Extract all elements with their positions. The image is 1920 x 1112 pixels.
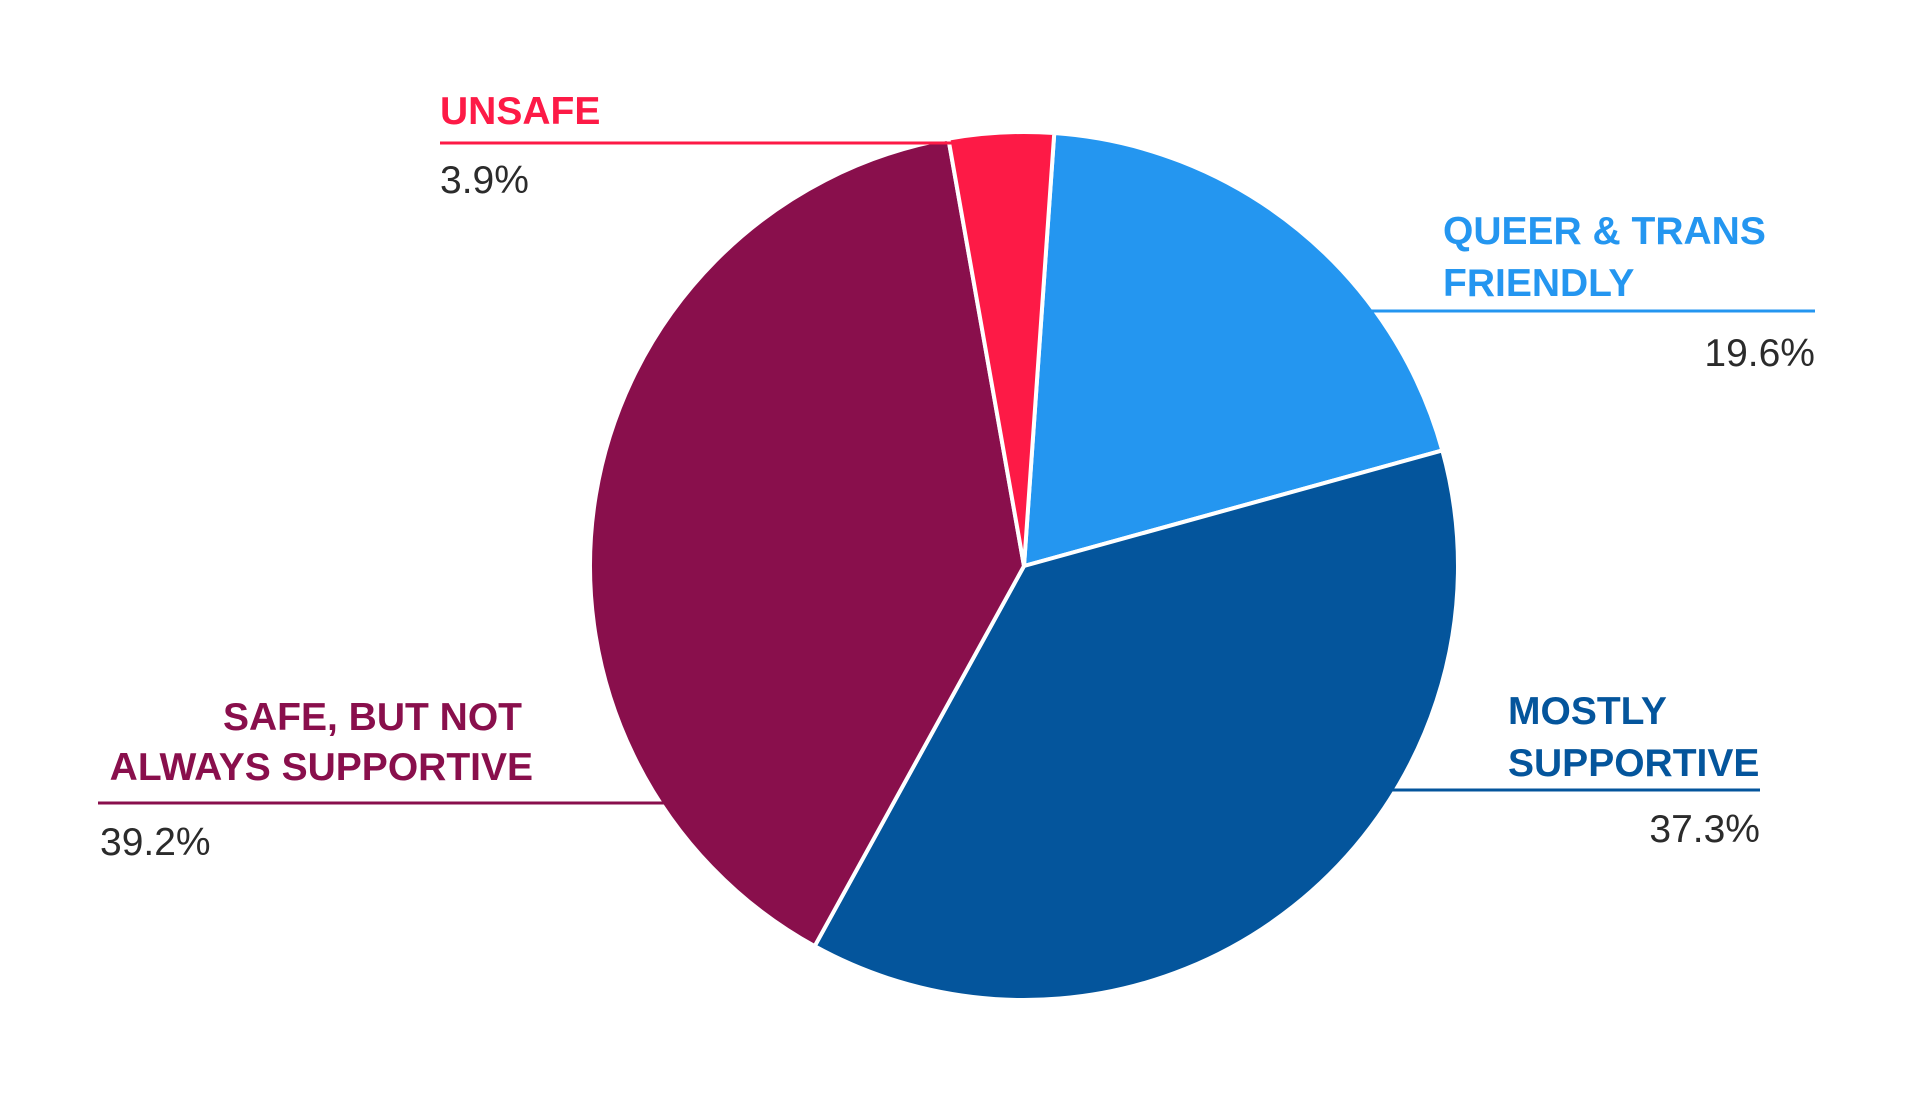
pie-slice-safe-but-not-always-supportive: [588, 136, 1026, 949]
slice-value-mostly-supportive: 37.3%: [1649, 808, 1760, 851]
pie-slice-queer-trans-friendly: [1022, 131, 1445, 568]
pie-slices: [588, 130, 1460, 1002]
slice-label-safe-not-always-supportive: SAFE, BUT NOT: [223, 696, 522, 739]
slice-value-unsafe: 3.9%: [440, 159, 529, 202]
slice-label-unsafe: UNSAFE: [440, 90, 600, 133]
callouts: QUEER & TRANS FRIENDLY 19.6% MOSTLY SUPP…: [98, 90, 1815, 864]
slice-label-safe-not-always-supportive-line2: ALWAYS SUPPORTIVE: [110, 746, 533, 789]
slice-value-safe-not-always-supportive: 39.2%: [100, 821, 211, 864]
slice-label-mostly-supportive-line2: SUPPORTIVE: [1508, 742, 1759, 785]
slice-value-queer-trans-friendly: 19.6%: [1704, 332, 1815, 375]
slice-label-queer-trans-friendly-line2: FRIENDLY: [1443, 262, 1634, 305]
slice-label-mostly-supportive: MOSTLY: [1508, 690, 1667, 733]
pie-slice-unsafe: [946, 130, 1057, 568]
slice-label-queer-trans-friendly: QUEER & TRANS: [1443, 210, 1766, 253]
pie-slice-mostly-supportive: [812, 448, 1460, 1002]
